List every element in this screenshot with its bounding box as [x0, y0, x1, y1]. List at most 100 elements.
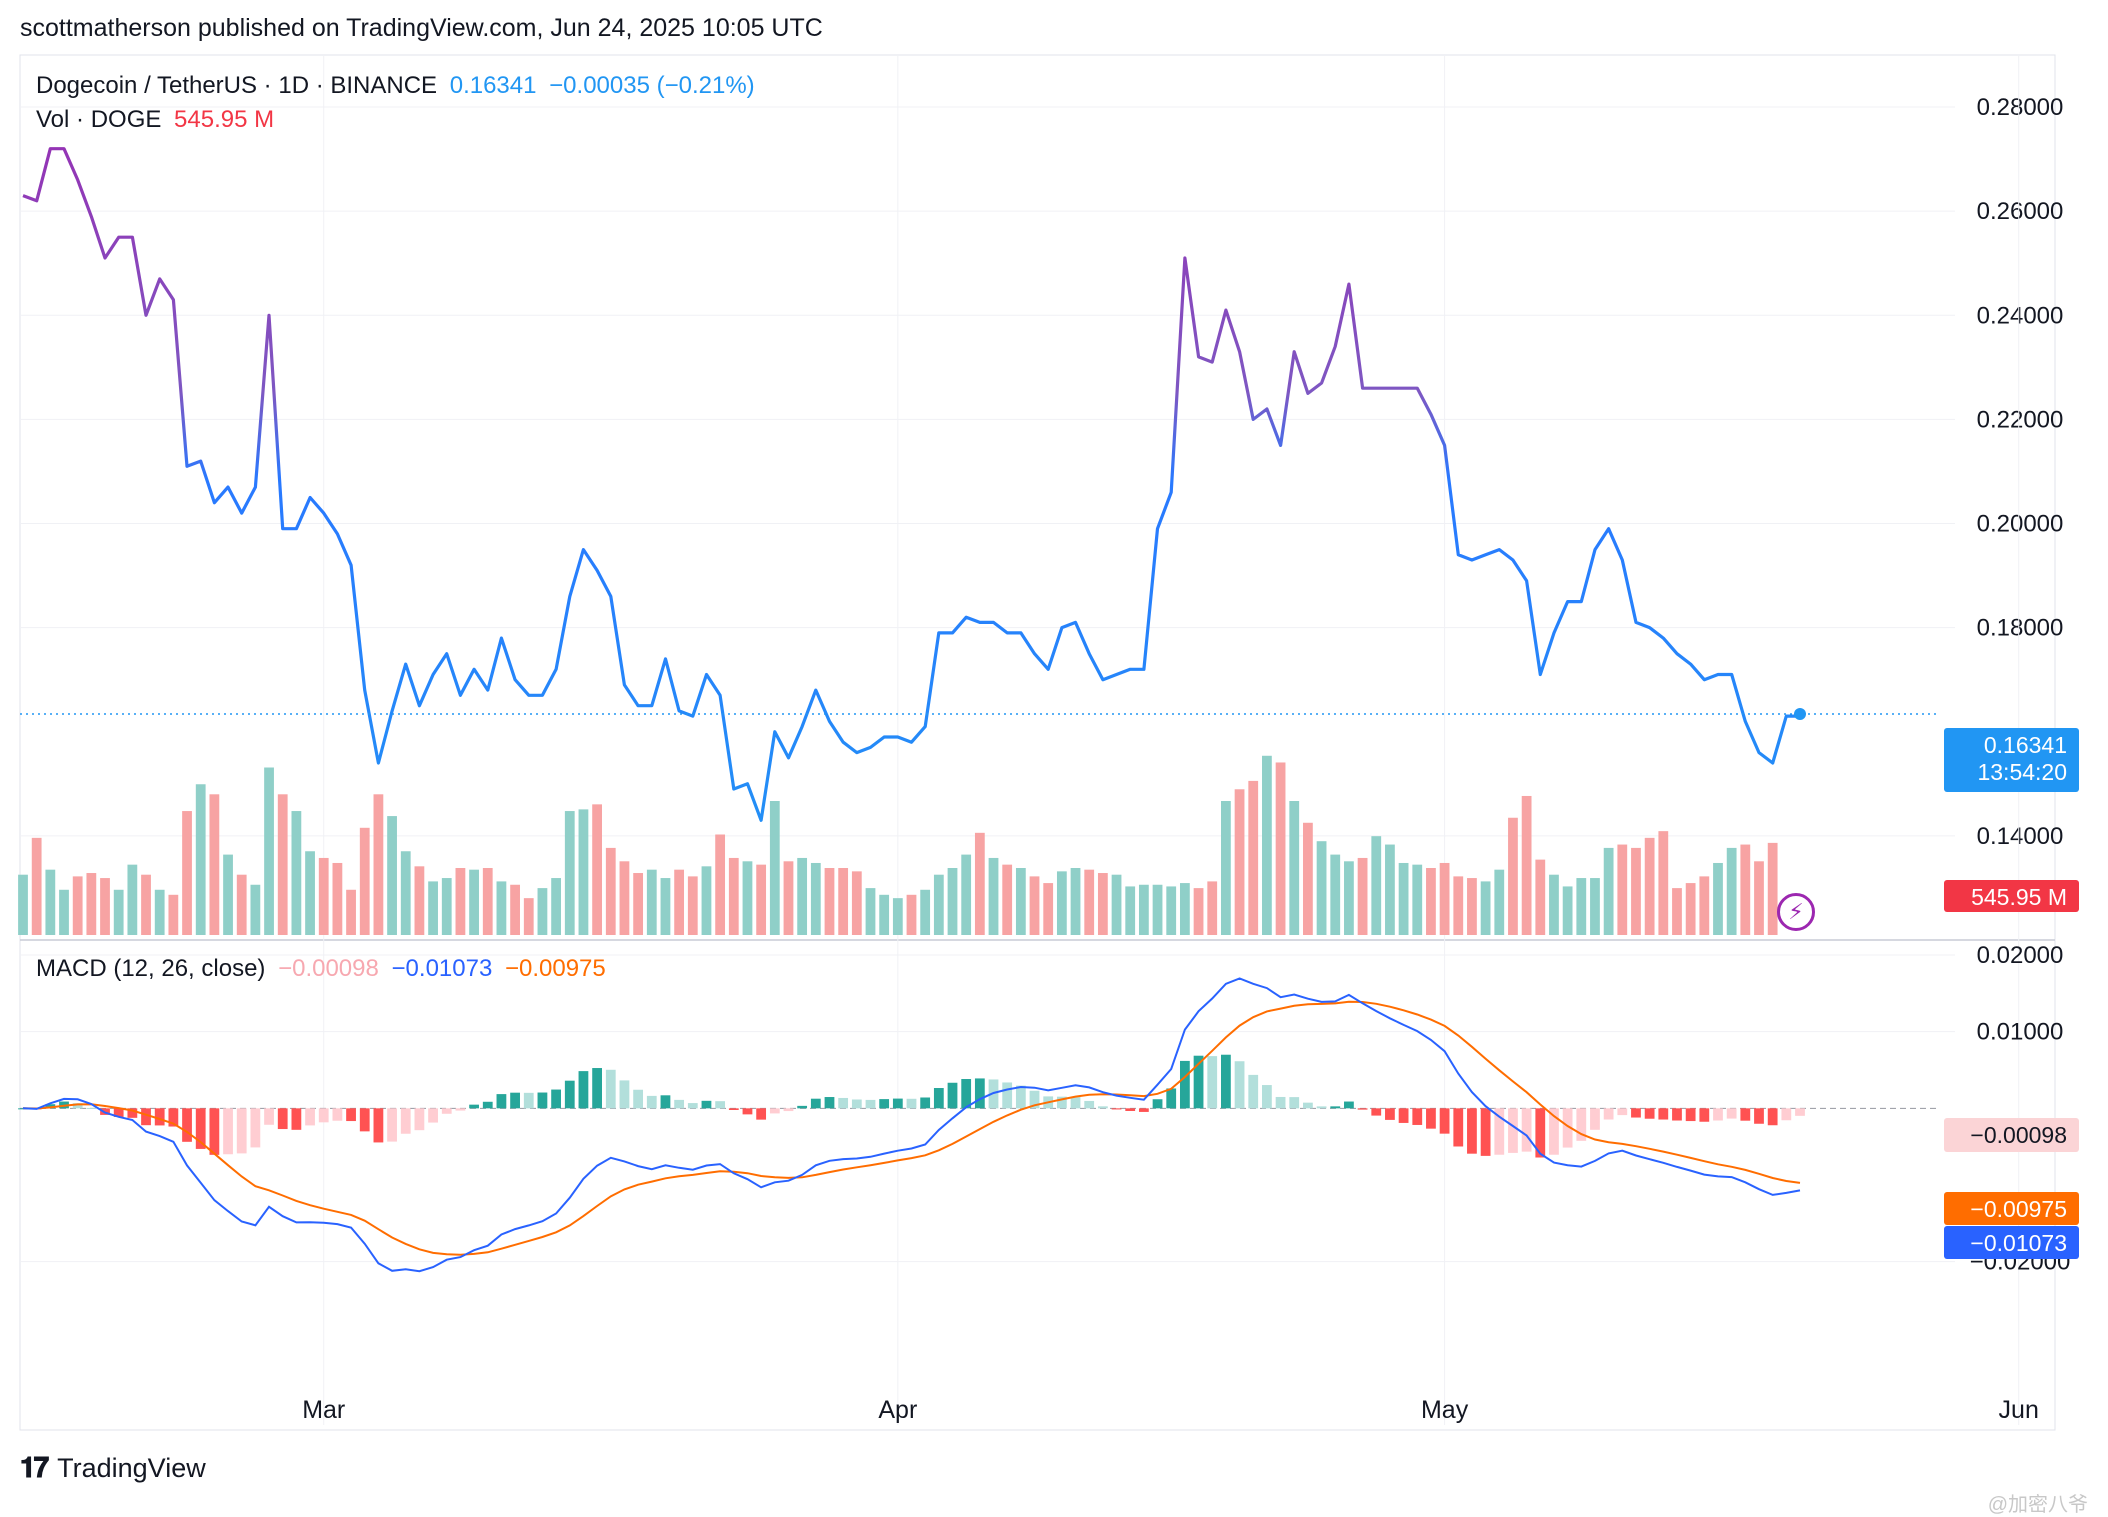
volume-bar — [1603, 847, 1614, 935]
volume-bar — [797, 857, 808, 935]
volume-bar — [1480, 881, 1491, 935]
volume-bar — [1029, 876, 1040, 935]
volume-bar — [1494, 869, 1505, 935]
macd-histogram-bar — [701, 1100, 712, 1109]
volume-bar — [455, 868, 466, 935]
macd-histogram-bar — [305, 1108, 315, 1126]
time-axis-tick: May — [1421, 1396, 1469, 1424]
volume-bar — [988, 857, 999, 935]
volume-bar — [1138, 884, 1149, 935]
volume-bar — [1248, 780, 1259, 935]
volume-bar — [578, 809, 589, 935]
macd-histogram-bar — [1508, 1108, 1518, 1153]
volume-bar — [619, 861, 630, 935]
volume-bar — [523, 898, 534, 935]
macd-hist-value: −0.00098 — [278, 955, 379, 982]
footer-brand[interactable]: TradingView — [57, 1453, 206, 1483]
volume-value: 545.95 M — [174, 106, 275, 133]
macd-histogram-bar — [223, 1108, 233, 1155]
macd-histogram-bar — [236, 1108, 247, 1154]
macd-histogram-bar — [892, 1098, 903, 1109]
volume-bar — [810, 862, 821, 935]
macd-histogram-bar — [1754, 1108, 1764, 1124]
macd-histogram-bar — [1685, 1108, 1696, 1122]
volume-bar — [592, 804, 602, 935]
volume-bar — [223, 854, 233, 935]
volume-bar — [1549, 874, 1559, 935]
volume-bar — [1125, 886, 1136, 935]
volume-bar — [1344, 861, 1354, 935]
volume-bar — [1275, 762, 1286, 935]
macd-histogram-bar — [1262, 1085, 1272, 1109]
volume-bar — [1535, 859, 1546, 935]
macd-histogram-bar — [182, 1108, 192, 1142]
volume-bar — [1590, 878, 1600, 935]
volume-bar — [920, 889, 931, 935]
macd-histogram-bar — [154, 1108, 165, 1126]
macd-histogram-bar — [277, 1108, 288, 1130]
volume-bar — [1754, 861, 1764, 935]
volume-bar — [72, 876, 83, 935]
tradingview-logo-icon[interactable]: 𝟏𝟕 — [20, 1452, 49, 1483]
volume-bar — [346, 889, 356, 935]
volume-bar — [100, 878, 110, 935]
macd-histogram-bar — [1138, 1108, 1149, 1112]
macd-histogram-bar — [783, 1108, 794, 1112]
volume-bar — [45, 869, 56, 935]
volume-bar — [728, 857, 739, 935]
macd-histogram-bar — [414, 1108, 425, 1131]
volume-bar — [974, 832, 985, 935]
volume-label[interactable]: Vol · DOGE — [36, 106, 162, 133]
macd-histogram-bar — [756, 1108, 767, 1120]
macd-histogram-bar — [1781, 1108, 1792, 1121]
macd-signal-value: −0.00975 — [504, 955, 606, 982]
macd-histogram-bar — [715, 1101, 726, 1109]
macd-histogram-bar — [1371, 1108, 1382, 1116]
price-axis-tick: 0.28000 — [1977, 94, 2064, 121]
macd-histogram-bar — [551, 1089, 561, 1109]
macd-histogram-bar — [1152, 1099, 1163, 1109]
volume-bar — [1740, 844, 1751, 935]
volume-bar — [469, 869, 479, 935]
volume-bar — [660, 878, 671, 935]
macd-histogram-bar — [810, 1098, 821, 1109]
macd-histogram-bar — [291, 1108, 302, 1130]
macd-histogram-bar — [1631, 1108, 1641, 1118]
macd-histogram-bar — [482, 1101, 493, 1109]
volume-bar — [742, 861, 753, 935]
macd-histogram-bar — [1535, 1108, 1546, 1158]
macd-histogram-bar — [1029, 1090, 1040, 1109]
macd-histogram-bar — [605, 1069, 616, 1109]
volume-bar — [86, 873, 97, 935]
macd-histogram-bar — [1426, 1108, 1436, 1129]
volume-bar — [1207, 881, 1218, 935]
symbol-title[interactable]: Dogecoin / TetherUS · 1D · BINANCE — [36, 72, 438, 99]
volume-bar — [387, 816, 397, 935]
volume-bar — [1193, 888, 1204, 935]
volume-bar — [1453, 876, 1464, 935]
macd-histogram-bar — [264, 1108, 274, 1125]
macd-label[interactable]: MACD (12, 26, close) — [36, 955, 266, 982]
flash-icon[interactable]: ⚡ — [1777, 893, 1815, 931]
volume-bar — [947, 868, 958, 935]
footer: 𝟏𝟕 TradingView — [20, 1452, 206, 1485]
price-tag-countdown: 13:54:20 — [1977, 759, 2067, 785]
volume-bar — [1043, 883, 1054, 935]
macd-histogram-bar — [1193, 1055, 1204, 1109]
macd-histogram-bar — [127, 1108, 138, 1118]
volume-bar — [18, 874, 28, 935]
volume-bar — [933, 874, 944, 935]
volume-bar — [1330, 854, 1341, 935]
macd-histogram-bar — [441, 1108, 452, 1114]
volume-bar — [1316, 841, 1327, 935]
volume-bar — [291, 811, 302, 935]
volume-bar — [1056, 871, 1067, 935]
price-tag-value: 0.16341 — [1983, 732, 2067, 758]
macd-histogram-bar — [920, 1097, 931, 1109]
macd-histogram-bar — [1234, 1061, 1245, 1109]
macd-histogram-bar — [1644, 1108, 1655, 1119]
macd-histogram-bar — [1056, 1096, 1067, 1109]
volume-bar — [1685, 883, 1696, 935]
volume-bar — [195, 784, 206, 935]
